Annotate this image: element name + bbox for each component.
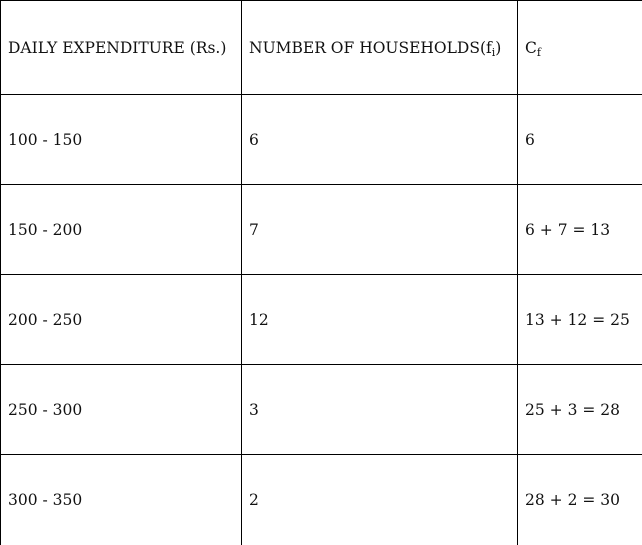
cell-frequency: 3 bbox=[242, 365, 518, 455]
cell-range: 250 - 300 bbox=[1, 365, 242, 455]
cell-frequency: 7 bbox=[242, 185, 518, 275]
header-expenditure-label: DAILY EXPENDITURE (Rs.) bbox=[8, 39, 226, 57]
header-cf-label: C bbox=[525, 39, 537, 57]
table-row: 100 - 150 6 6 bbox=[1, 95, 642, 185]
table-row: 200 - 250 12 13 + 12 = 25 bbox=[1, 275, 642, 365]
cell-range: 100 - 150 bbox=[1, 95, 242, 185]
cell-cumulative: 25 + 3 = 28 bbox=[518, 365, 642, 455]
cell-cumulative: 28 + 2 = 30 bbox=[518, 455, 642, 545]
table-row: 250 - 300 3 25 + 3 = 28 bbox=[1, 365, 642, 455]
header-households: NUMBER OF HOUSEHOLDS(fi) bbox=[242, 1, 518, 95]
header-expenditure: DAILY EXPENDITURE (Rs.) bbox=[1, 1, 242, 95]
header-households-close: ) bbox=[495, 39, 501, 57]
cell-frequency: 2 bbox=[242, 455, 518, 545]
header-row: DAILY EXPENDITURE (Rs.) NUMBER OF HOUSEH… bbox=[1, 1, 642, 95]
header-households-label: NUMBER OF HOUSEHOLDS(f bbox=[249, 39, 492, 57]
cell-cumulative: 13 + 12 = 25 bbox=[518, 275, 642, 365]
cell-frequency: 12 bbox=[242, 275, 518, 365]
cell-range: 150 - 200 bbox=[1, 185, 242, 275]
cell-cumulative: 6 + 7 = 13 bbox=[518, 185, 642, 275]
cell-range: 200 - 250 bbox=[1, 275, 242, 365]
table-row: 150 - 200 7 6 + 7 = 13 bbox=[1, 185, 642, 275]
header-cf-subscript: f bbox=[537, 46, 541, 59]
table-row: 300 - 350 2 28 + 2 = 30 bbox=[1, 455, 642, 545]
cell-frequency: 6 bbox=[242, 95, 518, 185]
cell-cumulative: 6 bbox=[518, 95, 642, 185]
cell-range: 300 - 350 bbox=[1, 455, 242, 545]
header-cumulative-frequency: Cf bbox=[518, 1, 642, 95]
